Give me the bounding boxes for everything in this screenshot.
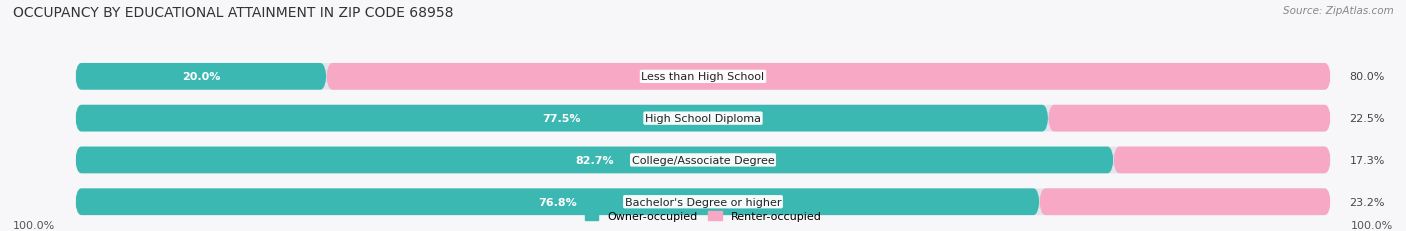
Text: 23.2%: 23.2% — [1350, 197, 1385, 207]
Text: 76.8%: 76.8% — [538, 197, 576, 207]
FancyBboxPatch shape — [1039, 188, 1331, 215]
FancyBboxPatch shape — [75, 147, 1331, 173]
FancyBboxPatch shape — [75, 147, 1114, 173]
Text: Bachelor's Degree or higher: Bachelor's Degree or higher — [624, 197, 782, 207]
FancyBboxPatch shape — [75, 64, 326, 90]
Text: 77.5%: 77.5% — [543, 114, 581, 124]
Text: OCCUPANCY BY EDUCATIONAL ATTAINMENT IN ZIP CODE 68958: OCCUPANCY BY EDUCATIONAL ATTAINMENT IN Z… — [13, 6, 453, 20]
Legend: Owner-occupied, Renter-occupied: Owner-occupied, Renter-occupied — [581, 206, 825, 225]
FancyBboxPatch shape — [75, 64, 1331, 90]
FancyBboxPatch shape — [326, 64, 1331, 90]
Text: 82.7%: 82.7% — [575, 155, 614, 165]
Text: 100.0%: 100.0% — [13, 220, 55, 230]
Text: 22.5%: 22.5% — [1350, 114, 1385, 124]
FancyBboxPatch shape — [75, 105, 1049, 132]
Text: Source: ZipAtlas.com: Source: ZipAtlas.com — [1282, 6, 1393, 16]
Text: High School Diploma: High School Diploma — [645, 114, 761, 124]
FancyBboxPatch shape — [1114, 147, 1331, 173]
Text: Less than High School: Less than High School — [641, 72, 765, 82]
Text: 17.3%: 17.3% — [1350, 155, 1385, 165]
FancyBboxPatch shape — [75, 188, 1039, 215]
FancyBboxPatch shape — [75, 105, 1331, 132]
FancyBboxPatch shape — [1047, 105, 1331, 132]
Text: 100.0%: 100.0% — [1351, 220, 1393, 230]
Text: 20.0%: 20.0% — [181, 72, 221, 82]
FancyBboxPatch shape — [75, 188, 1331, 215]
Text: College/Associate Degree: College/Associate Degree — [631, 155, 775, 165]
Text: 80.0%: 80.0% — [1350, 72, 1385, 82]
